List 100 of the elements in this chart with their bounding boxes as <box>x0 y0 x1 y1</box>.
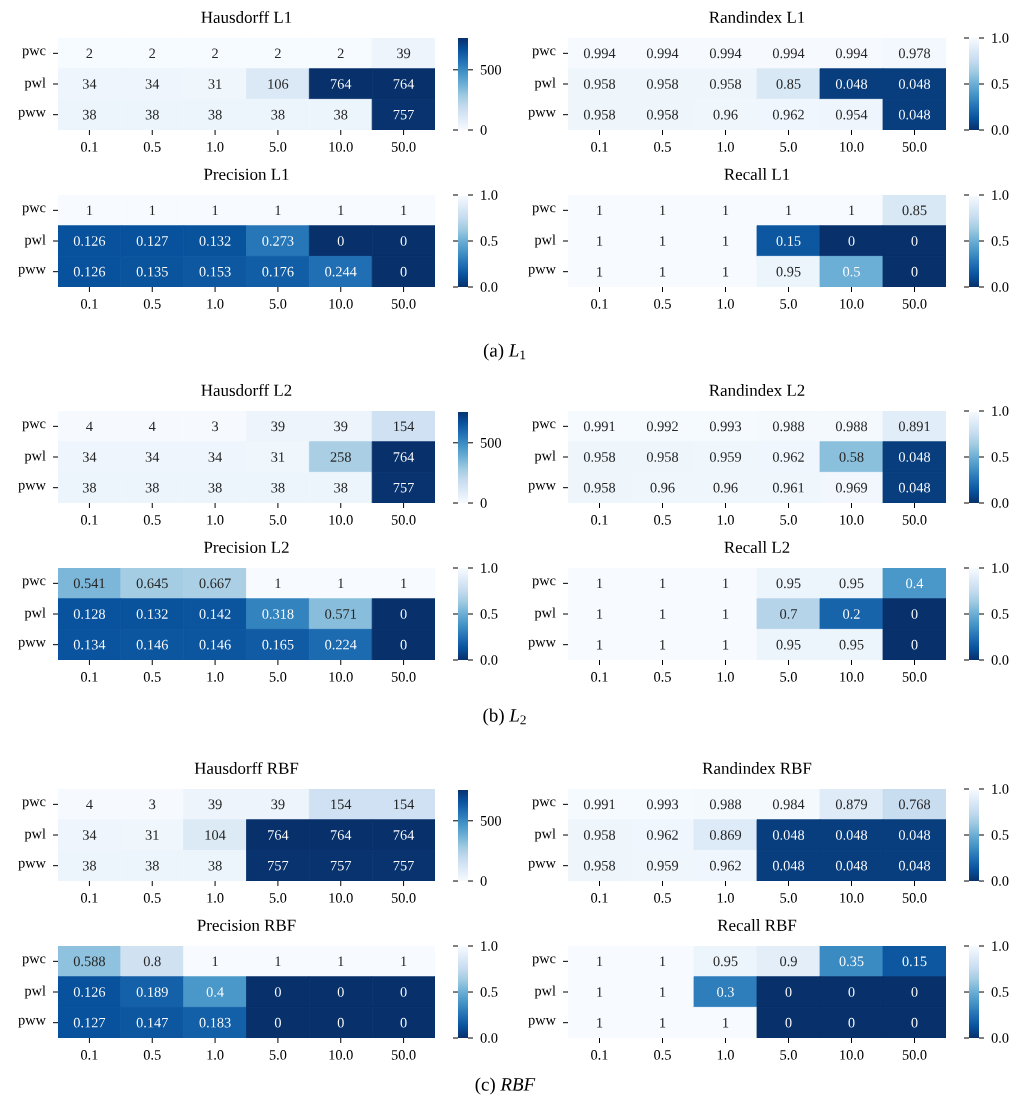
x-tick-label: 5.0 <box>780 515 797 525</box>
color-bar-label: 1.0 <box>992 784 1009 794</box>
data-label: 0.768 <box>898 799 931 810</box>
x-tick-label: 1.0 <box>207 299 224 309</box>
data-label: 0.962 <box>772 452 804 462</box>
data-label: 38 <box>82 482 97 493</box>
color-bar-label: 0.0 <box>991 498 1009 508</box>
data-label: 34 <box>145 79 160 89</box>
data-label: 1 <box>723 609 729 619</box>
data-label: 38 <box>82 860 97 871</box>
y-tick-label: pwc <box>22 799 46 810</box>
color-bar-label: 500 <box>480 815 502 826</box>
data-label: 0.961 <box>772 482 804 493</box>
data-label: 38 <box>334 109 348 120</box>
color-bar-label: 0.0 <box>991 125 1009 135</box>
data-label: 38 <box>208 860 222 871</box>
y-tick-label: pww <box>18 1017 46 1028</box>
data-label: 0.958 <box>583 830 616 840</box>
data-label: 0.991 <box>583 421 615 432</box>
color-bar-label: 1.0 <box>992 190 1009 200</box>
data-label: 0.958 <box>709 79 742 89</box>
data-label: 0.048 <box>835 830 868 840</box>
data-label: 38 <box>334 482 348 493</box>
color-bar-label: 0 <box>480 876 487 886</box>
data-label: 1 <box>597 609 603 619</box>
data-label: 1 <box>597 266 603 277</box>
y-tick-label: pwl <box>534 77 556 91</box>
color-bar-label: 500 <box>480 437 502 448</box>
data-label: 154 <box>331 799 352 810</box>
chart-title: Recall RBF <box>717 919 797 932</box>
data-label: 0 <box>911 236 918 246</box>
data-label: 39 <box>397 48 411 59</box>
data-label: 258 <box>330 452 351 462</box>
data-label: 0.126 <box>73 987 106 997</box>
data-label: 0.176 <box>262 266 294 277</box>
data-label: 1 <box>660 609 666 619</box>
data-label: 757 <box>393 482 414 493</box>
data-label: 0.224 <box>325 639 357 650</box>
color-bar-label: 0.5 <box>480 987 498 997</box>
y-tick-label: pww <box>528 1017 556 1028</box>
color-bar-label: 0.5 <box>480 236 498 246</box>
data-label: 154 <box>394 421 415 432</box>
x-tick-label: 1.0 <box>717 893 734 903</box>
data-label: 1 <box>275 578 281 589</box>
y-tick-label: pww <box>18 639 46 650</box>
chart-title: Randindex L2 <box>709 384 805 396</box>
data-label: 1 <box>275 205 281 216</box>
y-tick-label: pwl <box>24 828 46 842</box>
data-label: 2 <box>149 48 156 59</box>
data-label: 0 <box>337 1017 344 1028</box>
data-label: 0.127 <box>73 1017 106 1028</box>
data-label: 1 <box>212 956 218 967</box>
data-label: 764 <box>393 79 415 89</box>
data-label: 1 <box>723 578 729 589</box>
data-label: 0.962 <box>772 109 804 120</box>
chart-title: Recall L2 <box>724 541 790 554</box>
data-label: 0.988 <box>835 421 868 432</box>
data-label: 0.994 <box>646 48 679 59</box>
data-label: 0.959 <box>709 452 742 462</box>
data-label: 0 <box>911 987 918 997</box>
data-label: 0.96 <box>713 109 738 120</box>
x-tick-label: 5.0 <box>269 1050 287 1060</box>
x-tick-label: 10.0 <box>840 893 864 903</box>
color-bar-label: 0.0 <box>480 655 498 665</box>
color-bar-label: 0.5 <box>991 236 1009 246</box>
data-label: 1 <box>786 205 792 216</box>
data-label: 0.994 <box>709 48 742 59</box>
data-label: 4 <box>86 421 93 432</box>
chart-title: Precision L1 <box>203 168 289 180</box>
color-bar-label: 0.0 <box>991 282 1009 292</box>
data-label: 1 <box>723 266 729 277</box>
color-bar-label: 1.0 <box>992 33 1009 43</box>
x-tick-label: 50.0 <box>902 142 927 152</box>
x-tick-label: 0.5 <box>654 672 671 682</box>
data-label: 0 <box>274 987 281 997</box>
data-label: 764 <box>330 830 352 840</box>
data-label: 0.183 <box>199 1017 231 1028</box>
y-tick-label: pwc <box>22 48 46 59</box>
x-tick-label: 5.0 <box>780 1050 797 1060</box>
data-label: 0.645 <box>136 578 168 589</box>
x-tick-label: 0.5 <box>654 893 671 903</box>
color-bar-label: 0.5 <box>991 830 1009 840</box>
data-label: 4 <box>148 421 156 432</box>
data-label: 0.132 <box>199 236 231 246</box>
data-label: 1 <box>660 639 666 650</box>
data-label: 0.048 <box>898 830 931 840</box>
data-label: 757 <box>268 860 289 871</box>
data-label: 0.978 <box>898 48 931 59</box>
data-label: 4 <box>86 799 93 810</box>
data-label: 0.95 <box>776 578 801 589</box>
data-label: 0.869 <box>709 830 742 840</box>
data-label: 38 <box>271 109 285 120</box>
y-tick-label: pww <box>528 482 556 493</box>
data-label: 0.969 <box>835 482 868 493</box>
x-tick-label: 5.0 <box>780 299 797 309</box>
y-tick-label: pww <box>18 482 46 493</box>
y-tick-label: pwc <box>22 578 46 589</box>
color-bar-label: 1.0 <box>992 563 1009 573</box>
x-tick-label: 10.0 <box>329 515 353 525</box>
data-label: 0 <box>848 987 855 997</box>
